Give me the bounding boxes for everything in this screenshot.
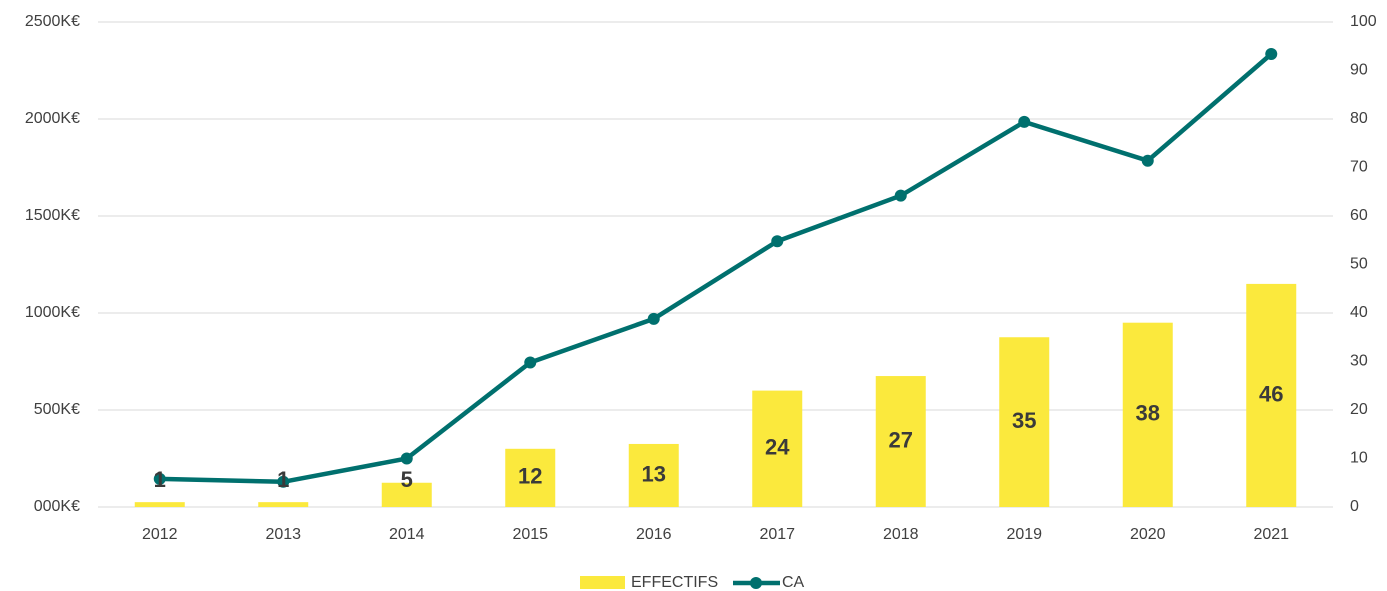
y-tick-label: 2000K€: [25, 110, 80, 127]
data-label: 1: [154, 467, 166, 492]
line-marker: [647, 312, 660, 325]
bar: [999, 337, 1050, 507]
data-label: 1: [277, 467, 289, 492]
bar: [134, 502, 185, 507]
y2-tick-label: 10: [1350, 450, 1368, 467]
line-marker: [277, 475, 290, 488]
bar: [875, 376, 926, 507]
x-tick-label: 2019: [1006, 526, 1042, 543]
data-label: 38: [1136, 401, 1160, 426]
x-tick-label: 2013: [265, 526, 301, 543]
line-marker: [771, 235, 784, 248]
legend-label: CA: [782, 574, 805, 591]
x-tick-label: 2012: [142, 526, 178, 543]
legend-label: EFFECTIFS: [631, 574, 718, 591]
data-label: 13: [642, 461, 666, 486]
x-tick-label: 2016: [636, 526, 672, 543]
data-label: 5: [401, 467, 413, 492]
x-tick-label: 2014: [389, 526, 425, 543]
bar: [752, 390, 803, 507]
x-tick-label: 2017: [759, 526, 795, 543]
y-tick-label: 500K€: [34, 401, 80, 418]
y2-tick-label: 80: [1350, 110, 1368, 127]
y2-tick-label: 20: [1350, 401, 1368, 418]
y-tick-label: 2500K€: [25, 13, 80, 30]
data-label: 35: [1012, 408, 1036, 433]
y2-tick-label: 50: [1350, 256, 1368, 273]
line-marker: [1265, 48, 1278, 61]
x-tick-label: 2015: [512, 526, 548, 543]
y2-tick-label: 100: [1350, 13, 1377, 30]
y2-tick-label: 70: [1350, 159, 1368, 176]
y2-tick-label: 60: [1350, 207, 1368, 224]
bar: [505, 448, 556, 507]
x-tick-label: 2018: [883, 526, 919, 543]
bar: [381, 482, 432, 507]
line-marker: [524, 356, 537, 369]
line-marker: [1141, 154, 1154, 167]
legend-swatch: [580, 576, 625, 589]
y-tick-label: 000K€: [34, 498, 80, 515]
line-marker: [1018, 115, 1031, 128]
y-tick-label: 1000K€: [25, 304, 80, 321]
bar: [628, 443, 679, 507]
line-marker: [894, 189, 907, 202]
data-label: 46: [1259, 381, 1283, 406]
legend-swatch-marker: [750, 577, 762, 589]
bar: [258, 502, 309, 507]
line-marker: [400, 452, 413, 465]
line: [159, 52, 1273, 485]
y-tick-label: 1500K€: [25, 207, 80, 224]
bar: [1122, 322, 1173, 507]
y2-tick-label: 30: [1350, 353, 1368, 370]
y2-tick-label: 0: [1350, 498, 1359, 515]
y2-tick-label: 90: [1350, 62, 1368, 79]
y2-tick-label: 40: [1350, 304, 1368, 321]
bar: [1246, 283, 1297, 507]
x-tick-label: 2021: [1253, 526, 1289, 543]
data-label: 12: [518, 464, 542, 489]
x-tick-label: 2020: [1130, 526, 1166, 543]
data-label: 24: [765, 435, 790, 460]
line-marker: [153, 472, 166, 485]
data-label: 27: [889, 427, 913, 452]
